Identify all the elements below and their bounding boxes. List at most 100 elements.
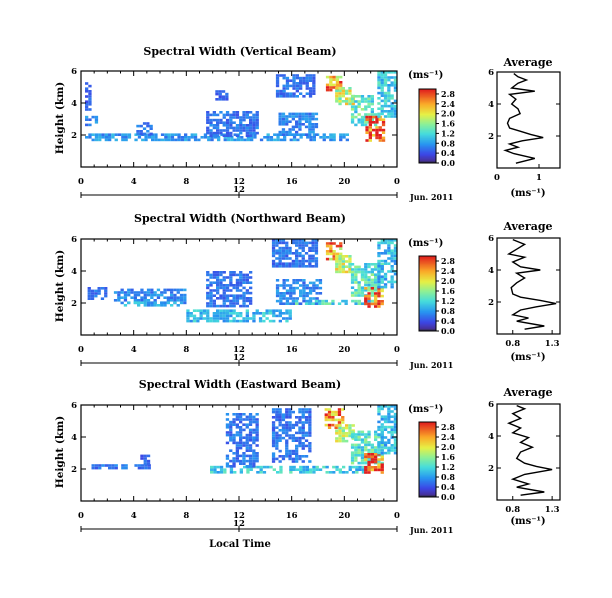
heatmap-cell [350, 268, 355, 271]
heatmap-region [324, 408, 345, 429]
colorbar-segment [419, 96, 436, 99]
heatmap-cell [225, 111, 230, 114]
colorbar-segment [419, 272, 436, 274]
heatmap-cell [390, 410, 394, 413]
heatmap-cell [186, 314, 190, 318]
heatmap-cell [275, 239, 279, 242]
heatmap-cell [242, 276, 246, 279]
heatmap-cell [233, 138, 237, 142]
heatmap-cell [235, 444, 239, 447]
x-tick-label: 16 [286, 345, 298, 355]
heatmap-cell [271, 410, 276, 414]
heatmap-cell [357, 265, 361, 269]
heatmap-cell [222, 124, 226, 127]
heatmap-cell [357, 299, 361, 303]
heatmap-cell [242, 299, 246, 303]
heatmap-cell [222, 319, 226, 323]
heatmap-cell [288, 314, 292, 318]
heatmap-cell [285, 413, 289, 416]
heatmap-cell [222, 286, 226, 290]
heatmap-cell [377, 458, 381, 461]
heatmap-cell [341, 429, 345, 432]
heatmap-cell [377, 71, 381, 74]
heatmap-cell [87, 292, 91, 295]
heatmap-cell [249, 317, 253, 320]
heatmap-cell [236, 138, 241, 142]
heatmap-cell [255, 116, 259, 119]
heatmap-cell [354, 289, 358, 292]
heatmap-cell [245, 439, 249, 442]
heatmap-cell [380, 76, 384, 79]
heatmap-cell [252, 121, 256, 124]
heatmap-cell [302, 292, 306, 295]
heatmap-cell [374, 435, 378, 439]
heatmap-cell [140, 457, 144, 460]
heatmap-cell [367, 113, 371, 116]
heatmap-cell [263, 136, 267, 139]
heatmap-cell [216, 118, 220, 122]
heatmap-cell [222, 278, 226, 282]
colorbar-segment [419, 159, 436, 161]
heatmap-cell [299, 465, 303, 469]
heatmap-cell [272, 312, 276, 315]
heatmap-cell [255, 433, 259, 437]
heatmap-cell [281, 265, 286, 268]
heatmap-cell [357, 105, 361, 108]
heatmap-cell [341, 87, 345, 90]
heatmap-cell [229, 309, 233, 312]
heatmap-cell [311, 244, 315, 247]
heatmap-cell [288, 309, 292, 312]
heatmap-cell [101, 136, 105, 139]
heatmap-cell [206, 286, 210, 290]
heatmap-cell [321, 299, 325, 303]
heatmap-cell [314, 299, 319, 303]
heatmap-cell [239, 126, 243, 130]
heatmap-cell [298, 431, 302, 435]
heatmap-cell [252, 431, 256, 434]
heatmap-cell [146, 454, 151, 458]
heatmap-cell [242, 459, 246, 463]
colorbar-tick-label: 2.4 [441, 266, 455, 276]
heatmap-cell [305, 79, 309, 82]
colorbar-segment [419, 153, 436, 155]
profile-x-tick-label: 0.8 [505, 505, 520, 515]
colorbar-segment [419, 268, 436, 271]
heatmap-cell [354, 110, 358, 114]
heatmap-cell [275, 418, 279, 422]
heatmap-cell [292, 136, 297, 139]
heatmap-cell [345, 92, 349, 95]
heatmap-cell [276, 136, 280, 139]
heatmap-cell [357, 435, 361, 439]
heatmap-cell [235, 116, 240, 119]
colorbar-segment [419, 303, 436, 306]
heatmap-cell [383, 415, 388, 418]
heatmap-cell [239, 428, 243, 432]
heatmap-cell [295, 439, 299, 442]
heatmap-cell [312, 79, 316, 82]
heatmap-cell [252, 452, 256, 455]
heatmap-cell [278, 133, 282, 136]
heatmap-cell [123, 296, 128, 299]
heatmap-cell [189, 314, 193, 318]
heatmap-cell [387, 451, 391, 455]
heatmap-cell [365, 126, 369, 129]
heatmap-cell [291, 452, 295, 455]
heatmap-cell [271, 426, 276, 429]
heatmap-cell [304, 112, 309, 116]
heatmap-cell [298, 444, 302, 448]
heatmap-cell [387, 407, 391, 411]
heatmap-cell [364, 435, 368, 439]
heatmap-cell [166, 301, 170, 304]
colorbar-segment [419, 489, 436, 492]
heatmap-cell [348, 426, 352, 430]
heatmap-cell [338, 468, 342, 471]
heatmap-cell [383, 436, 388, 439]
heatmap-cell [354, 268, 358, 271]
heatmap-cell [301, 115, 305, 118]
heatmap-cell [278, 309, 282, 312]
heatmap-cell [209, 276, 213, 279]
heatmap-cell [255, 444, 259, 447]
heatmap-cell [268, 319, 273, 323]
heatmap-cell [377, 425, 381, 429]
heatmap-cell [335, 262, 339, 266]
